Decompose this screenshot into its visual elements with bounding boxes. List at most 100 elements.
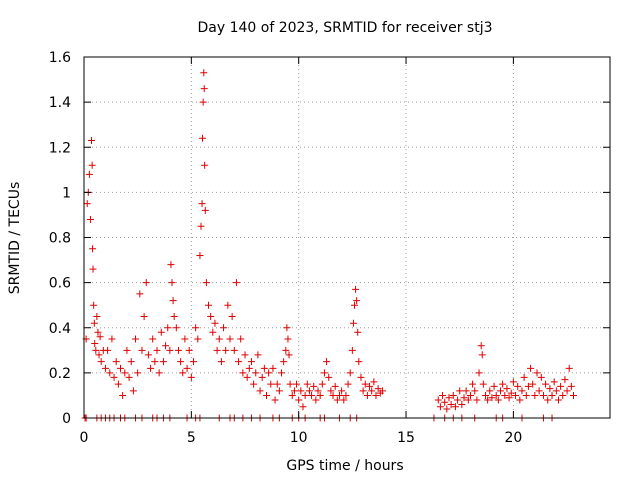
- data-point: [475, 369, 483, 377]
- data-point: [494, 396, 502, 404]
- data-point: [170, 312, 178, 320]
- data-point: [275, 387, 283, 395]
- data-point: [278, 369, 286, 377]
- data-point: [140, 312, 148, 320]
- data-point: [520, 373, 528, 381]
- data-point: [269, 364, 277, 372]
- x-tick-label: 5: [187, 430, 196, 446]
- data-point: [460, 394, 468, 402]
- data-point: [570, 391, 578, 399]
- data-point: [352, 285, 360, 293]
- chart-title: Day 140 of 2023, SRMTID for receiver stj…: [198, 20, 493, 36]
- data-point: [299, 403, 307, 411]
- data-point: [529, 380, 537, 388]
- data-point: [280, 358, 288, 366]
- data-point: [260, 364, 268, 372]
- data-point: [451, 403, 459, 411]
- data-point: [201, 206, 209, 214]
- data-point: [149, 335, 157, 343]
- data-point: [254, 351, 262, 359]
- data-point: [110, 373, 118, 381]
- data-point: [177, 358, 185, 366]
- data-point: [187, 373, 195, 381]
- data-point: [164, 324, 172, 332]
- data-point: [434, 396, 442, 404]
- data-point: [285, 351, 293, 359]
- data-point: [207, 312, 215, 320]
- data-point: [331, 382, 339, 390]
- data-point: [563, 387, 571, 395]
- data-point: [96, 333, 104, 341]
- data-point: [449, 391, 457, 399]
- data-point: [196, 252, 204, 260]
- data-point: [168, 279, 176, 287]
- data-point: [516, 396, 524, 404]
- data-point: [83, 200, 91, 208]
- data-point: [200, 69, 208, 77]
- data-point: [200, 85, 208, 93]
- data-point: [374, 385, 382, 393]
- data-point: [262, 391, 270, 399]
- data-point: [539, 391, 547, 399]
- data-point: [217, 358, 225, 366]
- data-point: [174, 346, 182, 354]
- data-point: [351, 301, 359, 309]
- data-point: [320, 369, 328, 377]
- data-point: [490, 382, 498, 390]
- data-point: [359, 387, 367, 395]
- data-point: [348, 346, 356, 354]
- data-point: [349, 319, 357, 327]
- data-point: [342, 391, 350, 399]
- data-point: [469, 380, 477, 388]
- data-point: [499, 380, 507, 388]
- data-point: [256, 387, 264, 395]
- data-point: [215, 335, 223, 343]
- data-point: [436, 403, 444, 411]
- data-point: [507, 389, 515, 397]
- data-point: [271, 396, 279, 404]
- data-point: [183, 364, 191, 372]
- data-point: [325, 373, 333, 381]
- data-point: [554, 396, 562, 404]
- data-point: [94, 328, 102, 336]
- y-tick-label: 0.6: [49, 276, 71, 292]
- data-point: [267, 380, 275, 388]
- data-point: [198, 200, 206, 208]
- data-point: [151, 358, 159, 366]
- data-point: [91, 340, 99, 348]
- data-point: [88, 161, 96, 169]
- data-point: [93, 312, 101, 320]
- data-point: [245, 364, 253, 372]
- data-point: [241, 351, 249, 359]
- data-point: [92, 346, 100, 354]
- data-point: [533, 369, 541, 377]
- data-point: [355, 358, 363, 366]
- data-point: [522, 391, 530, 399]
- data-point: [153, 346, 161, 354]
- data-point: [441, 398, 449, 406]
- data-point: [548, 391, 556, 399]
- data-point: [104, 346, 112, 354]
- y-tick-label: 0.4: [49, 321, 71, 337]
- data-point: [354, 328, 362, 336]
- data-point: [121, 369, 129, 377]
- data-point: [192, 324, 200, 332]
- data-point: [297, 387, 305, 395]
- data-point: [340, 396, 348, 404]
- data-point: [370, 378, 378, 386]
- data-point: [445, 394, 453, 402]
- data-point: [546, 385, 554, 393]
- data-point: [372, 391, 380, 399]
- data-point: [290, 387, 298, 395]
- data-point: [567, 382, 575, 390]
- data-point: [108, 335, 116, 343]
- data-point: [454, 396, 462, 404]
- data-point: [136, 290, 144, 298]
- data-point: [531, 391, 539, 399]
- data-point: [458, 400, 466, 408]
- data-point: [286, 380, 294, 388]
- data-point: [167, 261, 175, 269]
- y-axis-label: SRMTID / TECUs: [7, 182, 23, 295]
- data-point: [189, 358, 197, 366]
